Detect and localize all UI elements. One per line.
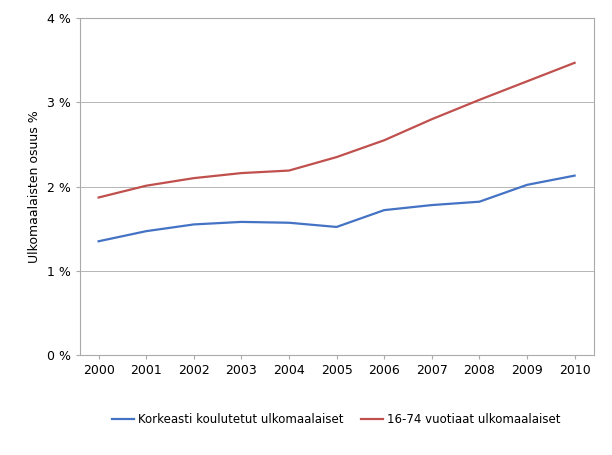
- Korkeasti koulutetut ulkomaalaiset: [143, 228, 150, 234]
- Korkeasti koulutetut ulkomaalaiset: [285, 220, 293, 226]
- Korkeasti koulutetut ulkomaalaiset: [190, 222, 198, 227]
- Korkeasti koulutetut ulkomaalaiset: [381, 207, 388, 213]
- Line: Korkeasti koulutetut ulkomaalaiset: Korkeasti koulutetut ulkomaalaiset: [99, 176, 575, 241]
- Line: 16-74 vuotiaat ulkomaalaiset: 16-74 vuotiaat ulkomaalaiset: [99, 63, 575, 197]
- 16-74 vuotiaat ulkomaalaiset: [95, 195, 102, 200]
- Korkeasti koulutetut ulkomaalaiset: [523, 182, 531, 187]
- 16-74 vuotiaat ulkomaalaiset: [237, 170, 245, 176]
- Legend: Korkeasti koulutetut ulkomaalaiset, 16-74 vuotiaat ulkomaalaiset: Korkeasti koulutetut ulkomaalaiset, 16-7…: [112, 413, 561, 426]
- 16-74 vuotiaat ulkomaalaiset: [190, 175, 198, 181]
- Korkeasti koulutetut ulkomaalaiset: [333, 224, 340, 230]
- Korkeasti koulutetut ulkomaalaiset: [237, 219, 245, 225]
- Korkeasti koulutetut ulkomaalaiset: [571, 173, 578, 178]
- Korkeasti koulutetut ulkomaalaiset: [428, 202, 436, 208]
- 16-74 vuotiaat ulkomaalaiset: [523, 79, 531, 84]
- 16-74 vuotiaat ulkomaalaiset: [333, 154, 340, 160]
- Korkeasti koulutetut ulkomaalaiset: [95, 238, 102, 244]
- 16-74 vuotiaat ulkomaalaiset: [571, 60, 578, 66]
- 16-74 vuotiaat ulkomaalaiset: [285, 168, 293, 173]
- Y-axis label: Ulkomaalaisten osuus %: Ulkomaalaisten osuus %: [28, 110, 41, 263]
- 16-74 vuotiaat ulkomaalaiset: [143, 183, 150, 188]
- 16-74 vuotiaat ulkomaalaiset: [428, 116, 436, 122]
- Korkeasti koulutetut ulkomaalaiset: [476, 199, 483, 204]
- 16-74 vuotiaat ulkomaalaiset: [476, 97, 483, 102]
- 16-74 vuotiaat ulkomaalaiset: [381, 137, 388, 143]
